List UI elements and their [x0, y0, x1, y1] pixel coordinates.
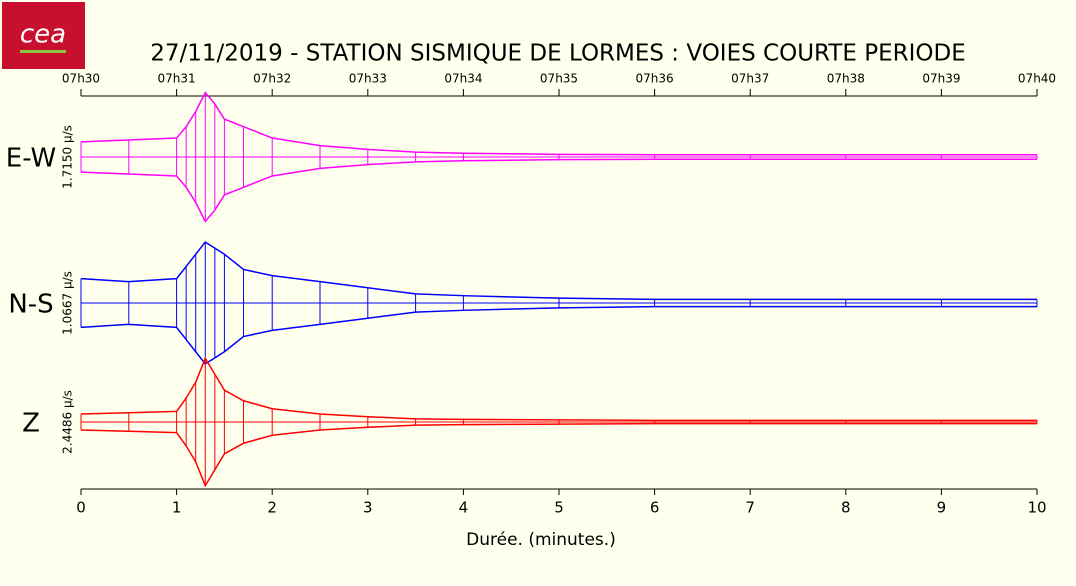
trace-name: E-W — [6, 144, 56, 174]
logo-box — [2, 2, 85, 69]
x-tick-label: 4 — [459, 499, 469, 517]
x-tick-label: 9 — [937, 499, 947, 517]
x2-tick-label: 07h37 — [731, 72, 769, 86]
x-tick-label: 3 — [363, 499, 373, 517]
x2-tick-label: 07h38 — [827, 72, 865, 86]
x-tick-label: 7 — [745, 499, 755, 517]
x2-tick-label: 07h30 — [62, 72, 100, 86]
envelope-upper — [80, 356, 1037, 422]
x-tick-label: 10 — [1027, 499, 1046, 517]
x2-tick-label: 07h32 — [253, 72, 291, 86]
x-tick-label: 5 — [554, 499, 564, 517]
envelope-upper — [80, 91, 1037, 156]
x-tick-label: 0 — [76, 499, 86, 517]
trace-name: Z — [22, 409, 40, 439]
x2-tick-label: 07h31 — [158, 72, 196, 86]
x-tick-label: 2 — [267, 499, 277, 517]
logo-bar — [20, 50, 66, 53]
envelope-lower — [80, 422, 1037, 488]
x2-tick-label: 07h36 — [636, 72, 674, 86]
x-axis-label: Durée. (minutes.) — [466, 530, 616, 550]
envelope-lower — [80, 158, 1037, 223]
x-tick-label: 8 — [841, 499, 851, 517]
envelope-upper — [80, 241, 1037, 301]
x2-tick-label: 07h40 — [1018, 72, 1056, 86]
x2-tick-label: 07h34 — [444, 72, 482, 86]
logo-text: cea — [20, 20, 66, 50]
x-tick-label: 6 — [650, 499, 660, 517]
trace-scale: 1.0667 µ/s — [61, 271, 75, 335]
x2-tick-label: 07h39 — [922, 72, 960, 86]
envelope-lower — [80, 305, 1037, 365]
x-tick-label: 1 — [172, 499, 182, 517]
chart-title: 27/11/2019 - STATION SISMIQUE DE LORMES … — [150, 41, 966, 67]
x2-tick-label: 07h35 — [540, 72, 578, 86]
x2-tick-label: 07h33 — [349, 72, 387, 86]
trace-name: N-S — [8, 290, 53, 320]
trace-scale: 2.4486 µ/s — [61, 390, 75, 454]
trace-scale: 1.7150 µ/s — [61, 125, 75, 189]
